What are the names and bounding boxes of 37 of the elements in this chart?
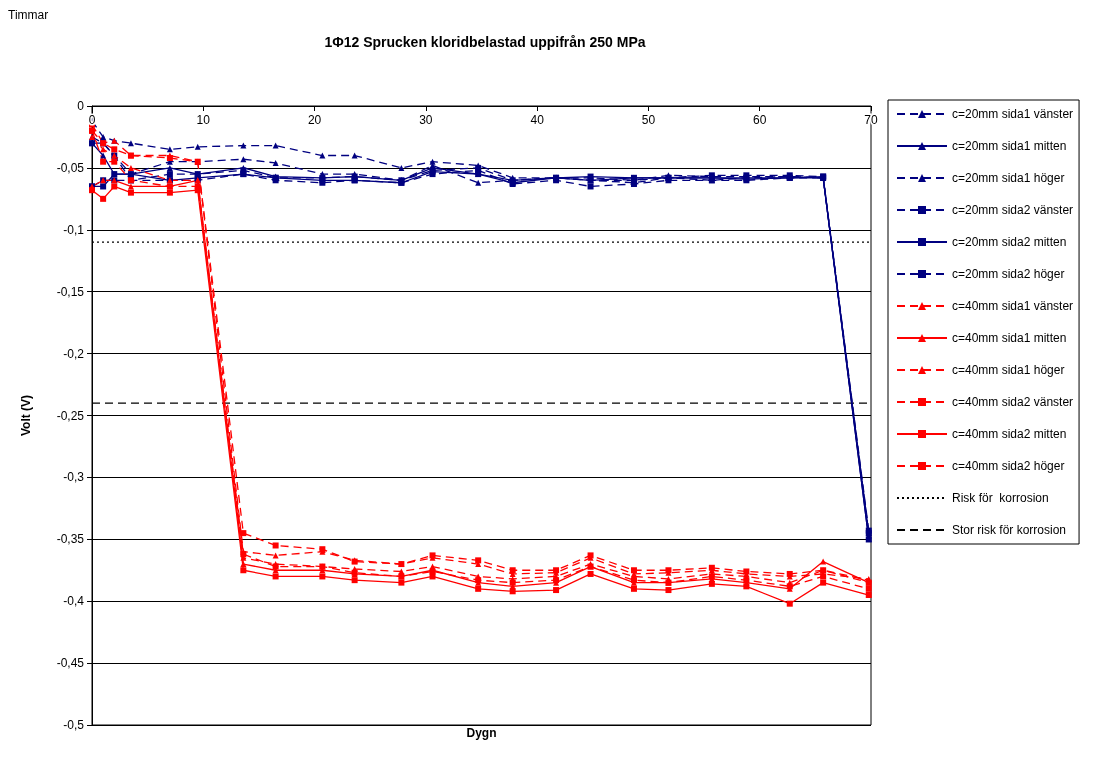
x-tick-label: 10 — [196, 113, 211, 127]
y-tick-label: -0,4 — [63, 594, 85, 609]
x-tick-label: 50 — [641, 113, 656, 127]
legend-label: Risk för korrosion — [952, 491, 1049, 505]
legend-label: c=40mm sida1 höger — [952, 363, 1065, 377]
y-axis-title: Volt (V) — [19, 394, 33, 437]
y-tick-label: -0,2 — [63, 346, 85, 361]
y-tick-label: -0,05 — [56, 160, 85, 175]
y-tick-label: -0,5 — [63, 718, 85, 732]
x-tick-label: 30 — [419, 113, 433, 127]
legend-label: c=20mm sida1 höger — [952, 171, 1065, 185]
legend-label: c=40mm sida2 vänster — [952, 395, 1074, 409]
x-tick-label: 40 — [530, 113, 545, 127]
legend-label: c=20mm sida1 vänster — [952, 107, 1074, 121]
legend-label: c=20mm sida2 vänster — [952, 203, 1074, 217]
y-tick-label: -0,15 — [56, 284, 85, 299]
chart-title: 1Φ12 Sprucken kloridbelastad uppifrån 250 MPa — [324, 34, 646, 50]
legend-label: c=20mm sida1 mitten — [952, 139, 1067, 153]
x-tick-label: 70 — [864, 113, 878, 127]
legend-label: Stor risk för korrosion — [952, 523, 1067, 537]
x-tick-label: 60 — [753, 113, 767, 127]
legend-label: c=40mm sida1 mitten — [952, 331, 1067, 345]
legend-label: c=40mm sida2 höger — [952, 459, 1065, 473]
legend-label: c=40mm sida2 mitten — [952, 427, 1067, 441]
legend-label: c=20mm sida2 mitten — [952, 235, 1067, 249]
legend-label: c=40mm sida1 vänster — [952, 299, 1074, 313]
y-tick-label: -0,45 — [56, 656, 85, 671]
x-tick-label: 20 — [307, 113, 322, 127]
legend-label: c=20mm sida2 höger — [952, 267, 1065, 281]
y-tick-label: -0,25 — [56, 408, 85, 423]
x-axis-title: Dygn — [466, 726, 497, 740]
y-tick-label: 0 — [77, 99, 85, 113]
x-tick-label: 0 — [88, 113, 96, 127]
text: Timmar — [8, 8, 49, 22]
y-tick-label: -0,35 — [56, 532, 85, 547]
y-tick-label: -0,3 — [63, 470, 85, 485]
y-tick-label: -0,1 — [63, 222, 85, 237]
